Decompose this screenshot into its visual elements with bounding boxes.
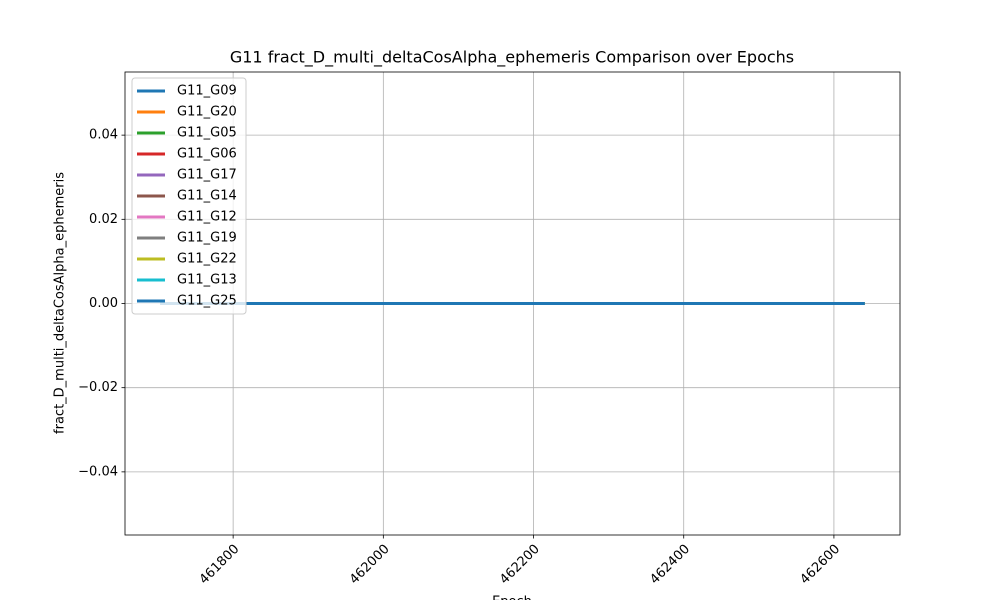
chart-title: G11 fract_D_multi_deltaCosAlpha_ephemeri… [230, 48, 794, 68]
legend-box [131, 77, 247, 315]
y-tick-label: 0.02 [89, 212, 118, 227]
x-tick-label: 462000 [347, 542, 393, 588]
legend-label: G11_G19 [177, 231, 237, 246]
legend: G11_G09 G11_G20 G11_G05 G11_G06 G11_G17 G11_G… [131, 77, 247, 315]
plot-frame [124, 71, 901, 536]
y-tick-label: 0.04 [89, 128, 118, 143]
y-tick-label: −0.02 [78, 380, 118, 395]
x-tick-label: 462200 [497, 542, 543, 588]
legend-label: G11_G09 [177, 84, 237, 99]
y-tick-label: −0.04 [78, 464, 118, 479]
legend-label: G11_G06 [177, 147, 237, 162]
legend-label: G11_G13 [177, 273, 237, 288]
legend-label: G11_G20 [177, 105, 237, 120]
legend-label: G11_G17 [177, 168, 237, 183]
y-tick-label: 0.00 [89, 296, 118, 311]
legend-label: G11_G22 [177, 252, 237, 267]
x-tick-label: 462400 [647, 542, 693, 588]
legend-label: G11_G12 [177, 210, 237, 225]
x-axis-label: Epoch [492, 595, 532, 600]
legend-label: G11_G25 [177, 294, 237, 309]
y-axis-label: fract_D_multi_deltaCosAlpha_ephemeris [53, 172, 68, 434]
x-tick-label: 462600 [798, 542, 844, 588]
legend-label: G11_G14 [177, 189, 237, 204]
legend-label: G11_G05 [177, 126, 237, 141]
x-tick-label: 461800 [197, 542, 243, 588]
